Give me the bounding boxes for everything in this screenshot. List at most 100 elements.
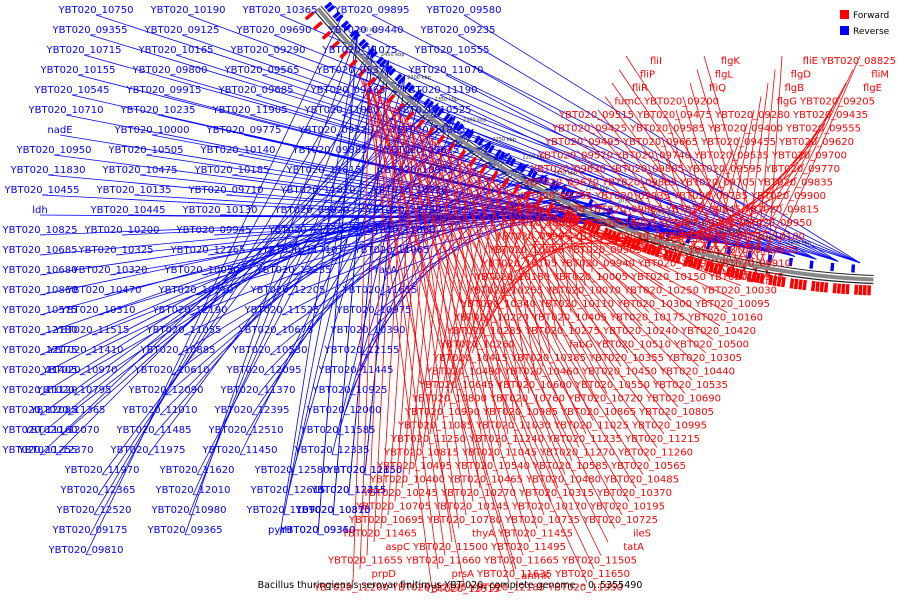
tick-label: 2300 kbp (463, 118, 487, 124)
reverse-feature-arrow (349, 29, 358, 38)
connector-line (548, 211, 565, 327)
feature-label: YBT020_10415 (432, 353, 508, 364)
connector-line (263, 141, 492, 376)
connector-line (766, 55, 783, 285)
feature-label: YBT020_12000 (306, 405, 382, 416)
feature-label: YBT020_09125 (144, 25, 220, 36)
feature-label: YBT020_08825 (820, 56, 896, 67)
feature-label: YBT020_11650 (554, 569, 630, 580)
forward-feature-arrow (562, 209, 570, 221)
feature-label: YBT020_10245 (362, 488, 438, 499)
feature-label: YBT020_11255 (2, 445, 78, 456)
feature-label: YBT020_10145 (433, 502, 509, 513)
connector-line (291, 75, 406, 476)
forward-feature-arrow (810, 280, 816, 292)
feature-label: YBT020_11270 (539, 448, 615, 459)
feature-label: YBT020_09990 (658, 218, 734, 229)
connector-line (61, 102, 439, 436)
connector-line (569, 163, 685, 266)
feature-label: YBT020_11450 (202, 445, 278, 456)
feature-label: YBT020_10320 (72, 265, 148, 276)
feature-label: YBT020_11045 (461, 448, 537, 459)
feature-label: YBT020_10750 (58, 5, 134, 16)
reverse-feature-arrow (706, 240, 712, 250)
connector-line (463, 14, 861, 264)
reverse-feature-arrow (747, 250, 752, 259)
forward-feature-arrow (667, 250, 674, 262)
connector-line (305, 211, 627, 236)
forward-feature-arrow (321, 30, 332, 40)
feature-label: YBT020_12150 (326, 465, 402, 476)
feature-label: YBT020_09865 (601, 178, 677, 189)
connector-line (498, 184, 693, 381)
connector-line (397, 111, 538, 529)
feature-label: YBT020_10130 (182, 205, 258, 216)
feature-label: YBT020_10685 (2, 245, 78, 256)
connector-line (371, 14, 861, 264)
feature-label: YBT020_11405 (2, 365, 78, 376)
feature-label: YBT020_10260 (439, 340, 515, 351)
feature-label: YBT020_10375 (295, 505, 371, 516)
feature-label: YBT020_09455 (700, 137, 776, 148)
feature-label: anmK (521, 571, 550, 582)
feature-label: YBT020_10920 (372, 185, 448, 196)
reverse-feature-arrow (538, 174, 546, 184)
feature-label: YBT020_11525 (244, 305, 320, 316)
forward-feature-arrow (609, 230, 617, 242)
feature-label: tatA (623, 542, 644, 553)
feature-label: YBT020_11810 (280, 185, 356, 196)
connector-line (641, 204, 706, 253)
connector-line (363, 81, 465, 585)
connector-line (537, 206, 558, 340)
connector-line (697, 136, 741, 270)
feature-label: YBT020_12205 (250, 285, 326, 296)
feature-label: YBT020_10500 (673, 340, 749, 351)
feature-label: flgG (777, 97, 797, 108)
feature-label: YBT020_10465 (447, 475, 523, 486)
feature-label: YBT020_10440 (659, 367, 735, 378)
connector-line (533, 203, 636, 340)
feature-label: YBT020_10340 (460, 299, 536, 310)
reverse-feature-arrow (549, 180, 557, 190)
connector-line (91, 164, 529, 336)
feature-label: nadE (47, 125, 72, 136)
forward-feature-arrow (738, 269, 744, 280)
reverse-feature-arrow (645, 222, 652, 231)
feature-label: YBT020_10275 (524, 326, 600, 337)
connector-line (392, 107, 453, 543)
feature-label: YBT020_09700 (771, 151, 847, 162)
forward-feature-arrow (630, 238, 637, 249)
feature-label: YBT020_10695 (348, 515, 424, 526)
feature-label: YBT020_10170 (511, 502, 587, 513)
connector-line (89, 29, 359, 536)
forward-feature-arrow (523, 190, 532, 201)
forward-feature-arrow (357, 67, 367, 78)
connector-line (554, 214, 650, 313)
feature-label: YBT020_10400 (369, 475, 445, 486)
forward-feature-arrow (776, 276, 782, 287)
feature-label: YBT020_09975 (708, 272, 784, 283)
feature-label: YBT020_10095 (694, 299, 770, 310)
forward-feature-arrow (734, 268, 740, 279)
feature-label: YBT020_10325 (78, 245, 154, 256)
feature-label: YBT020_10355 (588, 353, 664, 364)
forward-feature-arrow (416, 118, 425, 129)
reverse-feature-arrow (530, 170, 538, 180)
backbone-mid-arc (316, 7, 874, 282)
feature-label: YBT020_10240 (602, 326, 678, 337)
connector-line (283, 45, 374, 516)
connector-line (406, 119, 545, 516)
feature-label: YBT020_09770 (764, 164, 840, 175)
feature-label: YBT020_11190 (402, 85, 478, 96)
feature-label: YBT020_12215 (310, 485, 386, 496)
forward-feature-arrow (605, 228, 613, 240)
figure-title: Bacillus thuringiensis serovar finitimus… (258, 580, 643, 591)
connector-line (317, 29, 359, 536)
feature-label: YBT020_10690 (645, 394, 721, 405)
connector-line (436, 173, 482, 421)
feature-label: YBT020_10720 (567, 394, 643, 405)
forward-feature-arrow (535, 196, 544, 207)
feature-label: YBT020_09855 (722, 245, 798, 256)
feature-label: YBT020_09935 (594, 191, 670, 202)
feature-label: YBT020_10505 (108, 145, 184, 156)
